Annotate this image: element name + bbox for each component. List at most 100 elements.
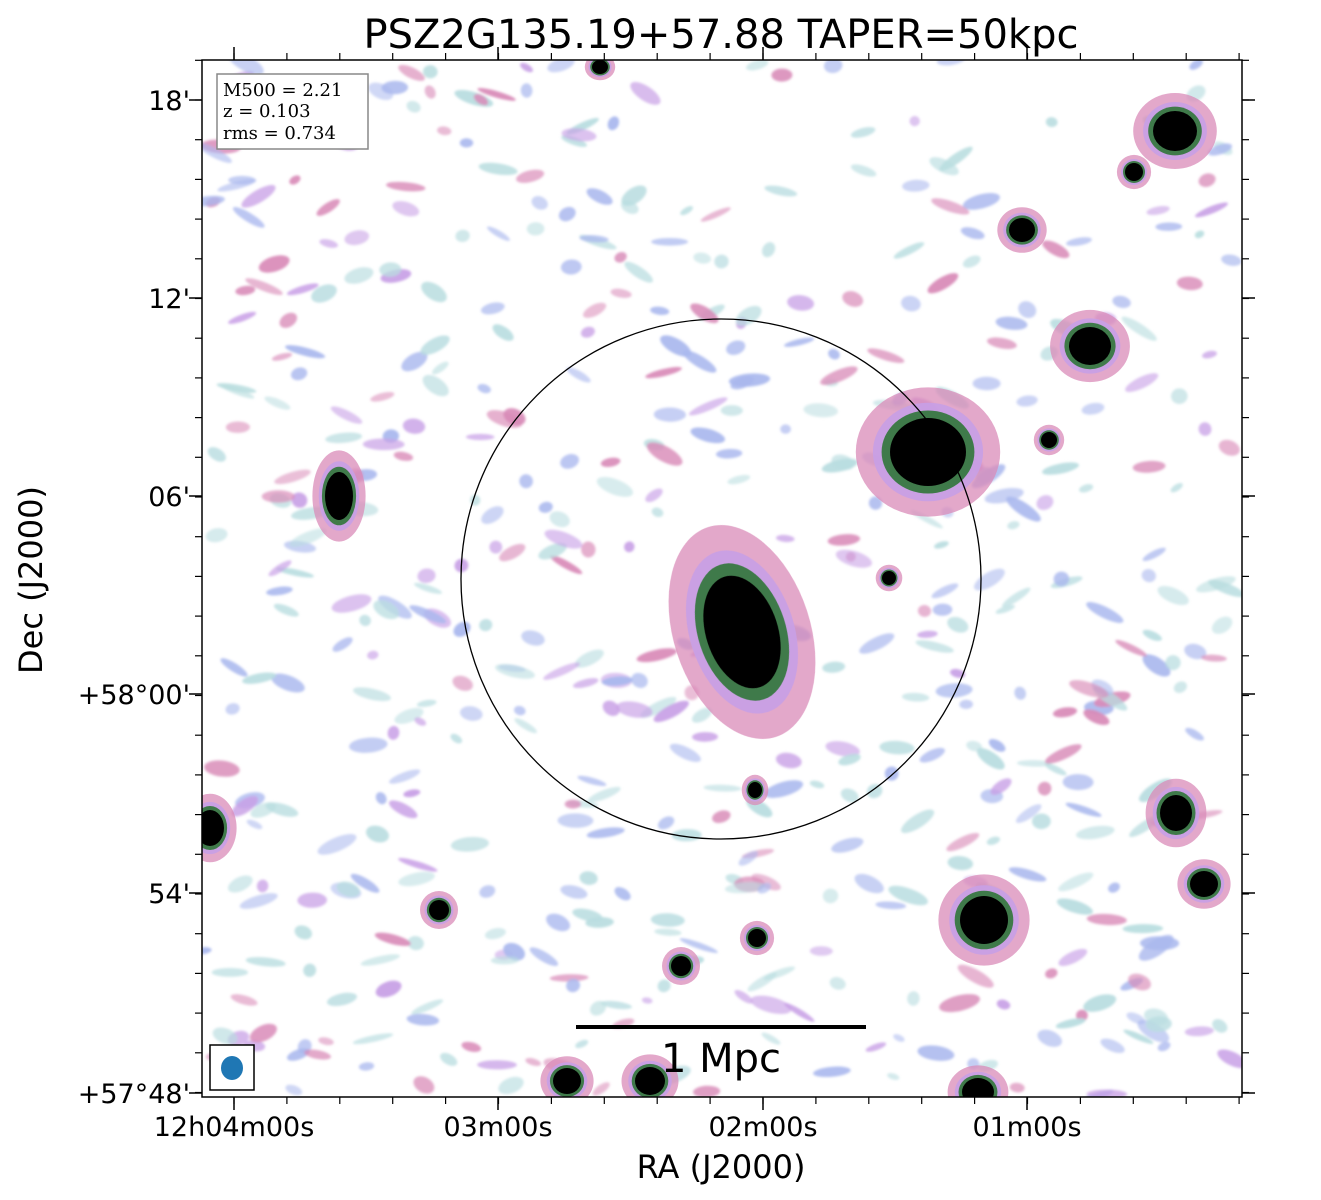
noise-blob	[531, 196, 548, 210]
radio-source	[668, 525, 816, 739]
noise-blob	[636, 648, 677, 663]
noise-blob	[581, 541, 596, 558]
noise-blob	[1008, 867, 1047, 882]
noise-blob	[1201, 654, 1227, 662]
noise-blob	[529, 947, 559, 967]
noise-blob	[1165, 655, 1181, 671]
noise-blob	[212, 1027, 238, 1045]
noise-blob	[875, 901, 907, 910]
noise-blob	[607, 116, 620, 131]
noise-blob	[316, 199, 340, 216]
noise-blob	[879, 740, 915, 755]
noise-blob	[1045, 968, 1058, 979]
noise-blob	[413, 1076, 435, 1094]
radio-source	[741, 774, 769, 806]
noise-blob	[350, 873, 380, 893]
radio-source	[1050, 309, 1130, 383]
noise-blob	[682, 350, 717, 373]
noise-blob	[746, 60, 769, 71]
radio-source	[875, 564, 903, 592]
noise-blob	[317, 834, 357, 855]
scale-bar-label: 1 Mpc	[661, 1036, 781, 1082]
noise-blob	[651, 507, 664, 518]
noise-blob	[388, 769, 421, 784]
noise-blob	[421, 281, 447, 303]
noise-blob	[867, 348, 905, 363]
noise-blob	[285, 1084, 303, 1096]
noise-blob	[374, 932, 411, 946]
radio-source	[540, 1056, 594, 1097]
noise-blob	[850, 127, 876, 138]
noise-blob	[631, 672, 648, 688]
noise-blob	[406, 100, 421, 113]
noise-blob	[761, 1032, 781, 1045]
radio-source	[662, 947, 700, 985]
noise-blob	[987, 337, 1017, 349]
m500-text: M500 = 2.21	[223, 80, 342, 101]
noise-blob	[577, 775, 607, 786]
noise-blob	[414, 582, 442, 594]
noise-blob	[995, 316, 1028, 330]
beam-ellipse	[221, 1056, 243, 1080]
noise-blob	[901, 809, 935, 834]
noise-blob	[692, 732, 718, 742]
noise-blob	[1207, 143, 1233, 156]
noise-blob	[917, 1045, 955, 1061]
noise-blob	[946, 832, 980, 852]
noise-blob	[1212, 1019, 1228, 1033]
noise-blob	[1108, 882, 1120, 893]
noise-blob	[1065, 802, 1102, 817]
noise-blob	[1036, 495, 1054, 511]
y-tick-label: 06'	[148, 482, 190, 513]
noise-blob	[734, 990, 753, 1004]
noise-blob	[431, 361, 449, 375]
radio-source-layer	[748, 929, 766, 947]
noise-blob	[1112, 295, 1131, 309]
y-tick-label: 12'	[148, 284, 190, 315]
noise-blob	[909, 115, 920, 127]
noise-blob	[398, 871, 435, 887]
noise-blob	[1155, 222, 1183, 231]
noise-blob	[1032, 813, 1051, 830]
noise-blob	[521, 630, 545, 646]
noise-blob	[893, 242, 925, 259]
noise-blob	[827, 534, 861, 546]
noise-blob	[831, 837, 864, 853]
noise-blob	[972, 376, 1001, 391]
noise-blob	[276, 567, 314, 578]
noise-blob	[1142, 654, 1171, 677]
noise-blob	[865, 1042, 887, 1052]
noise-blob	[498, 1076, 524, 1095]
radio-source	[312, 450, 366, 542]
x-tick-label: 01m00s	[972, 1112, 1081, 1143]
noise-blob	[690, 427, 726, 444]
noise-blob	[962, 193, 1000, 210]
noise-blob	[735, 305, 762, 326]
noise-blob	[901, 295, 921, 312]
noise-blob	[461, 1041, 482, 1052]
radio-source-layer	[1009, 218, 1035, 242]
noise-blob	[630, 81, 661, 105]
noise-blob	[747, 972, 777, 992]
noise-blob	[693, 252, 712, 264]
noise-blob	[202, 195, 225, 207]
noise-blob	[291, 492, 308, 508]
noise-blob	[653, 407, 686, 422]
noise-blob	[407, 936, 424, 951]
noise-blob	[459, 138, 474, 148]
noise-blob	[330, 406, 363, 424]
noise-blob	[1132, 460, 1166, 473]
noise-blob	[558, 206, 576, 222]
noise-blob	[654, 928, 682, 936]
noise-blob	[787, 295, 815, 311]
noise-blob	[231, 796, 259, 817]
radio-source	[1133, 93, 1217, 169]
noise-blob	[600, 457, 621, 467]
noise-blob	[700, 207, 731, 222]
radio-source	[584, 60, 616, 81]
noise-blob	[473, 93, 489, 106]
noise-blob	[477, 88, 516, 101]
noise-blob	[560, 259, 582, 275]
noise-blob	[1086, 913, 1127, 926]
noise-blob	[602, 700, 620, 716]
